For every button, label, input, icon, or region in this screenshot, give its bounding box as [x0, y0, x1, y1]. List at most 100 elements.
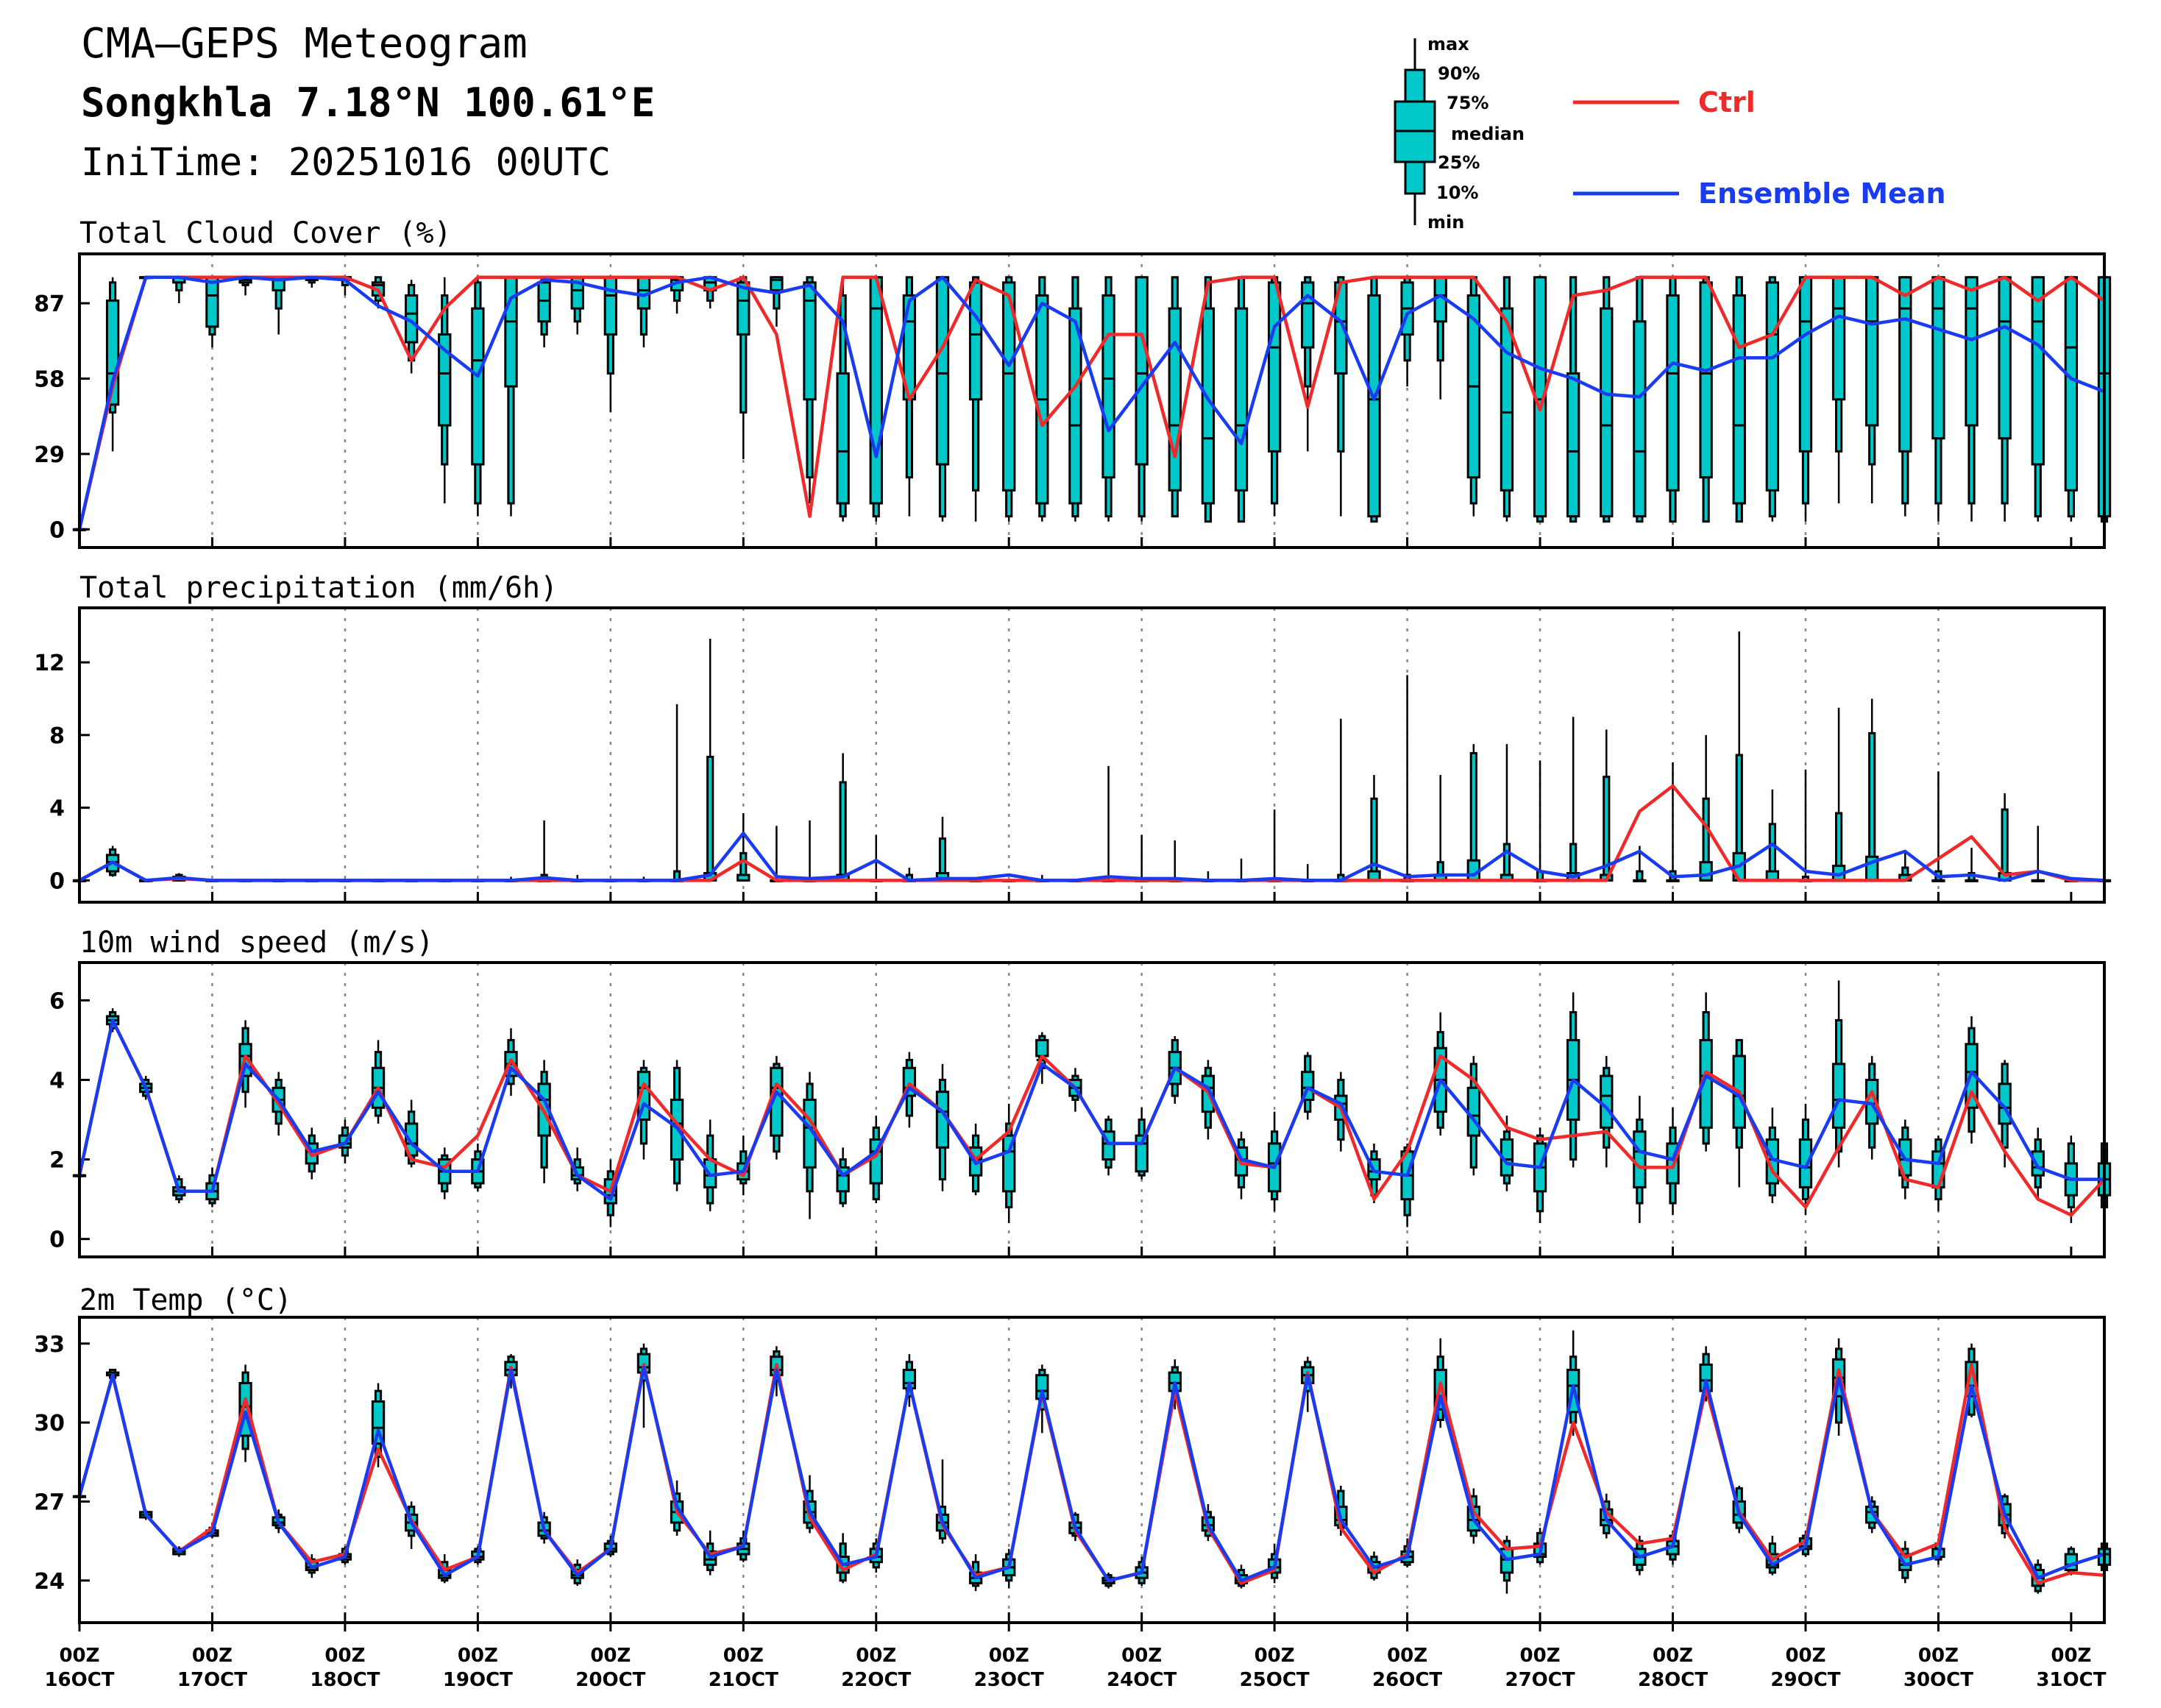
- ensemble-box: [1865, 276, 1879, 503]
- ensemble-box: [504, 276, 518, 517]
- x-tick-hour: 00Z: [458, 1645, 498, 1667]
- ensemble-box: [935, 276, 950, 522]
- ensemble-box: [803, 820, 817, 882]
- ensemble-box: [1765, 789, 1780, 882]
- legend-p25: 25%: [1438, 152, 1480, 173]
- ensemble-box: [1101, 276, 1115, 522]
- ensemble-box: [902, 1354, 917, 1407]
- ensemble-box: [836, 277, 850, 522]
- x-tick-date: 28OCT: [1638, 1669, 1708, 1691]
- box-p25-p75: [1699, 861, 1713, 882]
- box-p25-p75: [1831, 1063, 1846, 1129]
- ensemble-box: [1267, 809, 1282, 882]
- box-p25-p75: [968, 281, 983, 401]
- box-p10-p90: [839, 781, 847, 882]
- ensemble-box: [1101, 765, 1115, 882]
- ensemble-box: [537, 276, 551, 348]
- ensemble-box: [1234, 858, 1249, 882]
- ensemble-box: [1998, 276, 2012, 522]
- x-tick-date: 20OCT: [575, 1669, 645, 1691]
- ensemble-box: [1433, 775, 1447, 882]
- y-tick-label: 87: [34, 291, 65, 317]
- y-tick-label: 2: [49, 1148, 65, 1174]
- ensemble-box: [1168, 276, 1182, 518]
- box-p25-p75: [1267, 281, 1282, 453]
- ensemble-box: [770, 1056, 784, 1160]
- ensemble-box: [803, 276, 817, 503]
- y-tick-label: 8: [49, 723, 65, 749]
- ensemble-box: [1433, 1012, 1447, 1136]
- box-p25-p75: [1566, 372, 1580, 518]
- ensemble-box: [636, 276, 651, 348]
- ensemble-box: [105, 277, 120, 452]
- ensemble-box: [1732, 1038, 1746, 1188]
- ensemble-box: [603, 1159, 618, 1227]
- ensemble-box: [438, 1147, 452, 1200]
- x-tick-hour: 00Z: [1653, 1645, 1693, 1667]
- x-tick-hour: 00Z: [59, 1645, 99, 1667]
- x-tick-date: 25OCT: [1240, 1669, 1310, 1691]
- box-p25-p75: [836, 372, 850, 505]
- ensemble-box: [935, 1063, 950, 1191]
- x-tick-hour: 00Z: [1520, 1645, 1561, 1667]
- ensemble-box: [1267, 276, 1282, 517]
- box-p25-p75: [2064, 276, 2079, 492]
- ensemble-box: [737, 813, 751, 882]
- box-p25-p75: [1234, 307, 1249, 492]
- box-legend: max 90% 75% median 25% 10% min: [1394, 34, 1525, 233]
- box-p25-p75: [1831, 276, 1846, 401]
- ensemble-box: [1898, 276, 1912, 517]
- ensemble-box: [1533, 1127, 1547, 1224]
- ensemble-box: [1666, 1108, 1680, 1216]
- legend-median: median: [1451, 124, 1525, 144]
- box-p25-p75: [2031, 276, 2045, 466]
- location-label: Songkhla 7.18°N 100.61°E: [81, 79, 655, 126]
- ensemble-box: [438, 277, 452, 503]
- box-p25-p75: [1898, 276, 1912, 453]
- box-p25-p75: [1798, 276, 1813, 453]
- ensemble-box: [1135, 276, 1149, 522]
- ensemble-box: [1334, 276, 1348, 517]
- panel-4: 2m Temp (°C)2427303300Z16OCT00Z17OCT00Z1…: [34, 1283, 2112, 1691]
- box-p25-p75: [1765, 281, 1780, 492]
- x-tick-date: 30OCT: [1903, 1669, 1973, 1691]
- ensemble-box: [1566, 1330, 1580, 1436]
- panels: Total Cloud Cover (%) 0 29 58 87 Total precip…: [34, 216, 2112, 1691]
- box-p25-p75: [1002, 281, 1016, 492]
- x-tick-date: 19OCT: [443, 1669, 513, 1691]
- ensemble-box: [1831, 980, 1846, 1168]
- ensemble-mean-line: [77, 1018, 2104, 1201]
- ensemble-box: [1765, 1108, 1780, 1204]
- box-p25-p75: [1931, 276, 1945, 440]
- panel-title: Total Cloud Cover (%): [79, 216, 452, 250]
- x-tick-date: 31OCT: [2036, 1669, 2106, 1691]
- line-legend: Ctrl Ensemble Mean: [1573, 86, 1946, 210]
- box-p25-p75: [1135, 276, 1149, 466]
- y-tick-label: 4: [49, 1068, 65, 1094]
- ensemble-box: [1334, 718, 1348, 882]
- x-tick-date: 29OCT: [1770, 1669, 1840, 1691]
- ensemble-box: [1798, 1103, 1813, 1216]
- legend-p10: 10%: [1436, 183, 1478, 203]
- ensemble-box: [1699, 1346, 1713, 1402]
- x-tick-date: 22OCT: [841, 1669, 911, 1691]
- box-p25-p75: [1732, 294, 1746, 505]
- x-tick-hour: 00Z: [1387, 1645, 1427, 1667]
- ensemble-box: [1500, 744, 1514, 882]
- x-tick-date: 24OCT: [1107, 1669, 1177, 1691]
- panel-title: Total precipitation (mm/6h): [79, 571, 558, 605]
- box-p25-p75: [869, 276, 883, 505]
- box-p25-p75: [1367, 294, 1381, 518]
- panel-3: 10m wind speed (m/s) 0 2 4 6: [49, 926, 2112, 1258]
- legend-p75: 75%: [1447, 93, 1488, 113]
- x-tick-date: 18OCT: [310, 1669, 380, 1691]
- x-tick-date: 17OCT: [177, 1669, 247, 1691]
- ensemble-box: [1035, 276, 1049, 522]
- ensemble-box: [1400, 276, 1414, 387]
- box-p25-p75: [1633, 320, 1647, 518]
- ensemble-box: [1699, 276, 1713, 523]
- ensemble-box: [803, 1071, 817, 1219]
- box-p25-p75: [1301, 281, 1315, 349]
- ensemble-box: [1301, 276, 1315, 452]
- ensemble-box: [636, 1060, 651, 1160]
